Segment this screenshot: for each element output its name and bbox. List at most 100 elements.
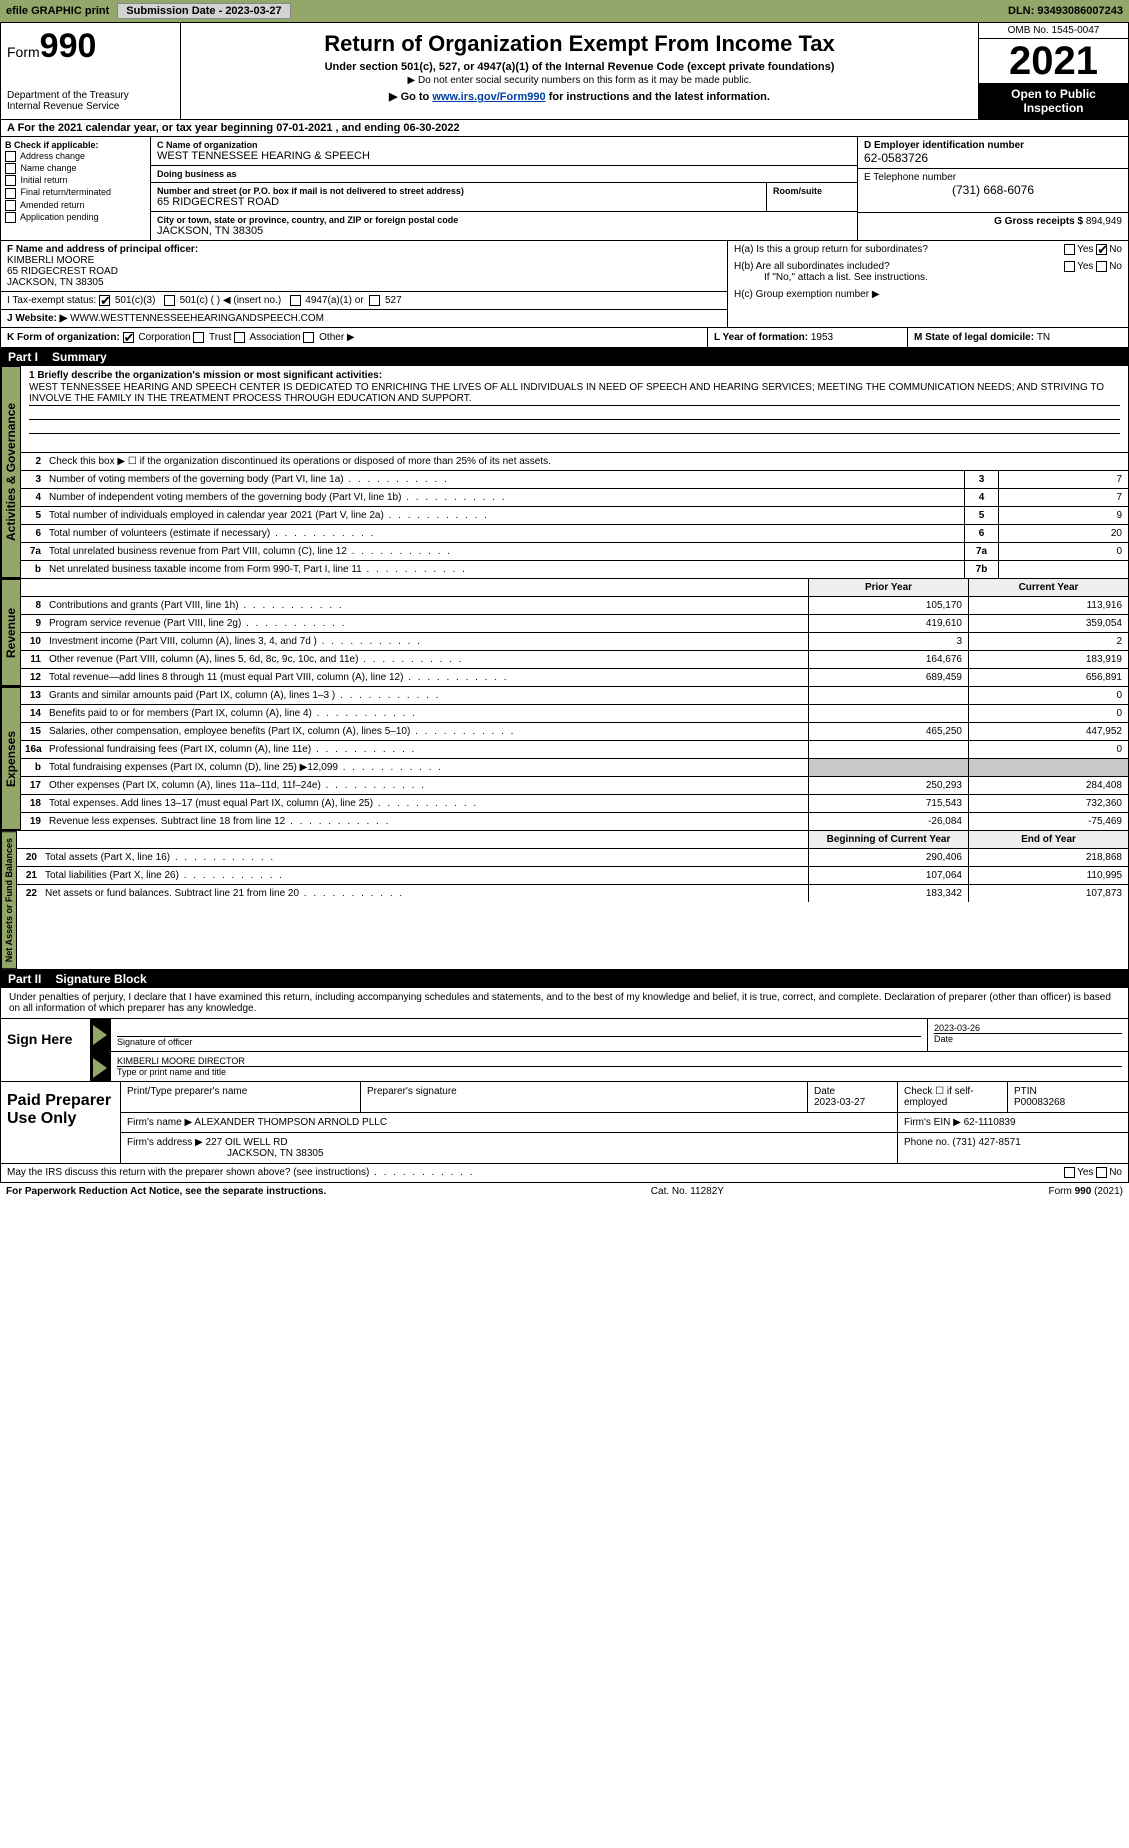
prior-val: 465,250 <box>808 723 968 740</box>
ein-row: D Employer identification number 62-0583… <box>858 137 1128 169</box>
line-text: Salaries, other compensation, employee b… <box>45 723 808 740</box>
gov-line-3: 3 Number of voting members of the govern… <box>21 471 1128 489</box>
hdr-end: End of Year <box>968 831 1128 848</box>
opt-assoc: Association <box>249 332 300 343</box>
discuss-question: May the IRS discuss this return with the… <box>7 1167 1064 1178</box>
chk-other[interactable] <box>303 332 314 343</box>
form-title: Return of Organization Exempt From Incom… <box>187 31 972 57</box>
chk-label: Address change <box>20 151 85 161</box>
chk-corporation[interactable] <box>123 332 134 343</box>
line-box: 7a <box>964 543 998 560</box>
prior-val: 3 <box>808 633 968 650</box>
city-value: JACKSON, TN 38305 <box>157 225 851 237</box>
chk-501c[interactable] <box>164 295 175 306</box>
line-val <box>998 561 1128 578</box>
tel-row: E Telephone number (731) 668-6076 <box>858 169 1128 213</box>
chk-trust[interactable] <box>193 332 204 343</box>
curr-val: 732,360 <box>968 795 1128 812</box>
treasury-dept: Department of the Treasury <box>7 90 174 101</box>
street-value: 65 RIDGECREST ROAD <box>157 196 760 208</box>
line-num: 14 <box>21 705 45 722</box>
chk-amended[interactable]: Amended return <box>5 200 146 211</box>
form-prefix: Form <box>7 44 40 60</box>
firm-addr-label: Firm's address ▶ <box>127 1137 203 1148</box>
line-9: 9 Program service revenue (Part VIII, li… <box>21 615 1128 633</box>
part1-exp: Expenses 13 Grants and similar amounts p… <box>0 687 1129 831</box>
chk-label: Application pending <box>20 212 99 222</box>
prep-ptin-cell: PTINP00083268 <box>1008 1082 1128 1112</box>
chk-name-change[interactable]: Name change <box>5 163 146 174</box>
vtab-governance: Activities & Governance <box>1 366 21 578</box>
dln-label: DLN: 93493086007243 <box>1008 5 1123 17</box>
line1-label: 1 Briefly describe the organization's mi… <box>29 370 1120 381</box>
ssn-note: ▶ Do not enter social security numbers o… <box>187 75 972 86</box>
chk-final-return[interactable]: Final return/terminated <box>5 187 146 198</box>
line-text: Total unrelated business revenue from Pa… <box>45 543 964 560</box>
col-b: B Check if applicable: Address change Na… <box>1 137 151 240</box>
omb-number: OMB No. 1545-0047 <box>979 23 1128 39</box>
line-num: 5 <box>21 507 45 524</box>
officer-label: F Name and address of principal officer: <box>7 244 198 255</box>
line-22: 22 Net assets or fund balances. Subtract… <box>17 885 1128 902</box>
tax-exempt-label: I Tax-exempt status: <box>7 295 96 306</box>
prep-self-label: Check ☐ if self-employed <box>904 1086 974 1108</box>
line-11: 11 Other revenue (Part VIII, column (A),… <box>21 651 1128 669</box>
tel-label: E Telephone number <box>864 172 1122 183</box>
street-label: Number and street (or P.O. box if mail i… <box>157 186 760 196</box>
chk-501c3[interactable] <box>99 295 110 306</box>
chk-527[interactable] <box>369 295 380 306</box>
curr-val: 107,873 <box>968 885 1128 902</box>
ein-label: D Employer identification number <box>864 140 1122 151</box>
ha-no[interactable] <box>1096 244 1107 255</box>
website-label: J Website: ▶ <box>7 313 67 324</box>
submission-date-button[interactable]: Submission Date - 2023-03-27 <box>117 3 290 19</box>
header-mid: Return of Organization Exempt From Incom… <box>181 23 978 119</box>
discuss-no[interactable] <box>1096 1167 1107 1178</box>
sig-name: KIMBERLI MOORE DIRECTOR Type or print na… <box>111 1052 1128 1081</box>
discuss-row: May the IRS discuss this return with the… <box>0 1164 1129 1182</box>
firm-ein-label: Firm's EIN ▶ <box>904 1117 964 1128</box>
discuss-yn: Yes No <box>1064 1167 1122 1178</box>
chk-address-change[interactable]: Address change <box>5 151 146 162</box>
line-num: 22 <box>17 885 41 902</box>
opt-527: 527 <box>385 295 402 306</box>
line-val: 7 <box>998 489 1128 506</box>
officer-addr1: 65 RIDGECREST ROAD <box>7 266 118 277</box>
chk-application-pending[interactable]: Application pending <box>5 212 146 223</box>
prior-val: 107,064 <box>808 867 968 884</box>
chk-initial-return[interactable]: Initial return <box>5 175 146 186</box>
sig-line[interactable] <box>117 1023 921 1037</box>
gross-label: G Gross receipts $ <box>994 216 1086 227</box>
line-text: Total liabilities (Part X, line 26) <box>41 867 808 884</box>
irs-label: Internal Revenue Service <box>7 101 174 112</box>
prior-val: 419,610 <box>808 615 968 632</box>
ha-yes[interactable] <box>1064 244 1075 255</box>
prior-val: 715,543 <box>808 795 968 812</box>
discuss-yes[interactable] <box>1064 1167 1075 1178</box>
line-text: Total revenue—add lines 8 through 11 (mu… <box>45 669 808 686</box>
part1-header: Part I Summary <box>0 348 1129 366</box>
line-num: b <box>21 759 45 776</box>
officer-row: F Name and address of principal officer:… <box>1 241 727 292</box>
line-box: 3 <box>964 471 998 488</box>
line-b: b Total fundraising expenses (Part IX, c… <box>21 759 1128 777</box>
blank-line <box>29 406 1120 420</box>
m-value: TN <box>1037 332 1050 343</box>
chk-association[interactable] <box>234 332 245 343</box>
curr-val: 656,891 <box>968 669 1128 686</box>
goto-link[interactable]: www.irs.gov/Form990 <box>432 91 545 103</box>
line-num: 9 <box>21 615 45 632</box>
opt-trust: Trust <box>209 332 231 343</box>
curr-val: 284,408 <box>968 777 1128 794</box>
hb-no[interactable] <box>1096 261 1107 272</box>
website-value: WWW.WESTTENNESSEEHEARINGANDSPEECH.COM <box>67 313 324 324</box>
hb-yes[interactable] <box>1064 261 1075 272</box>
no-label: No <box>1109 1168 1122 1179</box>
chk-4947[interactable] <box>290 295 301 306</box>
line-19: 19 Revenue less expenses. Subtract line … <box>21 813 1128 830</box>
form-id: Form990 <box>7 27 174 66</box>
prep-date-value: 2023-03-27 <box>814 1097 865 1108</box>
sig-name-value: KIMBERLI MOORE DIRECTOR <box>117 1056 1122 1067</box>
chk-label: Amended return <box>20 200 85 210</box>
prep-name-cell: Print/Type preparer's name <box>121 1082 361 1112</box>
